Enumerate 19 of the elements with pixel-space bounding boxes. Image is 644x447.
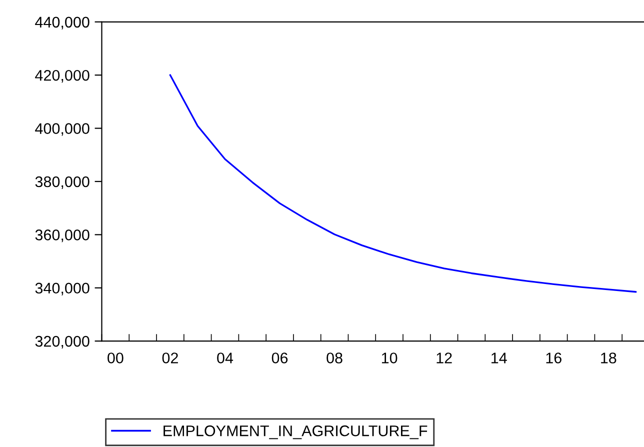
x-tick-label: 12 — [436, 352, 452, 364]
line-series — [169, 74, 637, 293]
y-tick-label: 380,000 — [35, 176, 90, 189]
y-tick-label: 440,000 — [35, 16, 90, 30]
y-tick-label: 420,000 — [35, 70, 90, 83]
y-tick-label: 320,000 — [35, 336, 90, 349]
x-tick-label: 06 — [272, 352, 288, 364]
y-tick-label: 360,000 — [35, 230, 90, 242]
x-tick-label: 02 — [162, 352, 178, 364]
legend-label: EMPLOYMENT_IN_AGRICULTURE_F — [164, 425, 428, 440]
x-tick-label: 04 — [217, 352, 234, 364]
y-tick-label: 340,000 — [35, 282, 90, 296]
x-tick-label: 18 — [601, 352, 616, 364]
x-tick-label: 08 — [326, 352, 342, 364]
x-tick-label: 16 — [546, 352, 562, 364]
x-tick-label: 00 — [108, 352, 124, 364]
x-tick-label: 14 — [492, 352, 507, 364]
x-tick-label: 10 — [382, 352, 398, 364]
y-tick-label: 400,000 — [35, 123, 90, 136]
